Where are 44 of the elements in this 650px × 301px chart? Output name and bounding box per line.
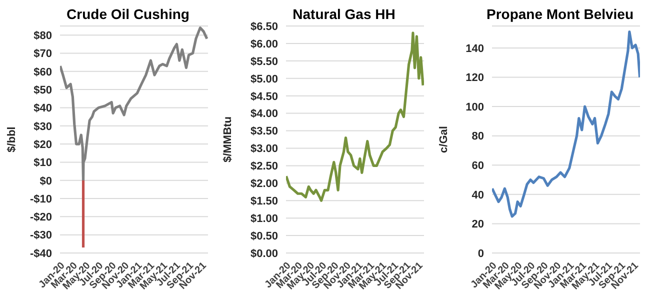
chart-title: Propane Mont Belvieu — [485, 6, 635, 22]
chart-title: Crude Oil Cushing — [66, 6, 190, 22]
y-tick-label: $80 — [34, 30, 52, 42]
y-tick-label: $6.50 — [250, 20, 278, 33]
y-tick-label: $3.50 — [250, 126, 278, 138]
y-tick-label: $40 — [34, 102, 52, 115]
y-tick-label: $50 — [34, 84, 52, 96]
y-tick-label: $60 — [34, 66, 52, 78]
line-series — [492, 30, 640, 218]
y-tick-label: $5.00 — [250, 73, 278, 86]
y-tick-label: $70 — [34, 48, 52, 60]
y-tick-label: 60 — [472, 160, 484, 172]
y-tick-label: 100 — [466, 101, 484, 114]
y-axis-title: c/Gal — [438, 126, 450, 153]
y-tick-label: $10 — [34, 157, 52, 170]
y-tick-label: -$20 — [30, 212, 52, 224]
y-tick-label: $2.50 — [250, 160, 278, 173]
y-tick-label: -$10 — [30, 193, 52, 206]
line-series — [60, 26, 208, 182]
y-tick-label: $3.00 — [250, 143, 278, 156]
y-tick-label: 0 — [478, 248, 484, 260]
y-tick-label: $0.50 — [250, 230, 278, 242]
y-tick-label: $30 — [34, 120, 52, 133]
y-tick-label: 120 — [466, 72, 484, 84]
y-tick-label: 40 — [472, 189, 484, 202]
y-tick-label: $0 — [40, 175, 52, 188]
y-tick-label: -$30 — [30, 230, 52, 242]
y-tick-label: $5.50 — [250, 56, 278, 68]
y-tick-label: $1.50 — [250, 196, 278, 208]
y-tick-label: 80 — [472, 130, 484, 143]
y-tick-label: -$40 — [30, 248, 52, 260]
y-tick-label: $2.00 — [250, 178, 278, 190]
line-series — [286, 32, 424, 202]
y-tick-label: 140 — [466, 42, 484, 55]
y-tick-label: 20 — [472, 218, 484, 231]
y-axis-title: $/bbl — [6, 126, 18, 152]
y-tick-label: $20 — [34, 138, 52, 151]
y-tick-label: $1.00 — [250, 212, 278, 225]
y-tick-label: $4.00 — [250, 108, 278, 120]
y-tick-label: $6.00 — [250, 38, 278, 50]
y-tick-label: $4.50 — [250, 90, 278, 103]
chart-title: Natural Gas HH — [292, 6, 396, 22]
y-tick-label: $0.00 — [250, 248, 278, 260]
y-axis-title: $/MMBtu — [222, 116, 234, 162]
